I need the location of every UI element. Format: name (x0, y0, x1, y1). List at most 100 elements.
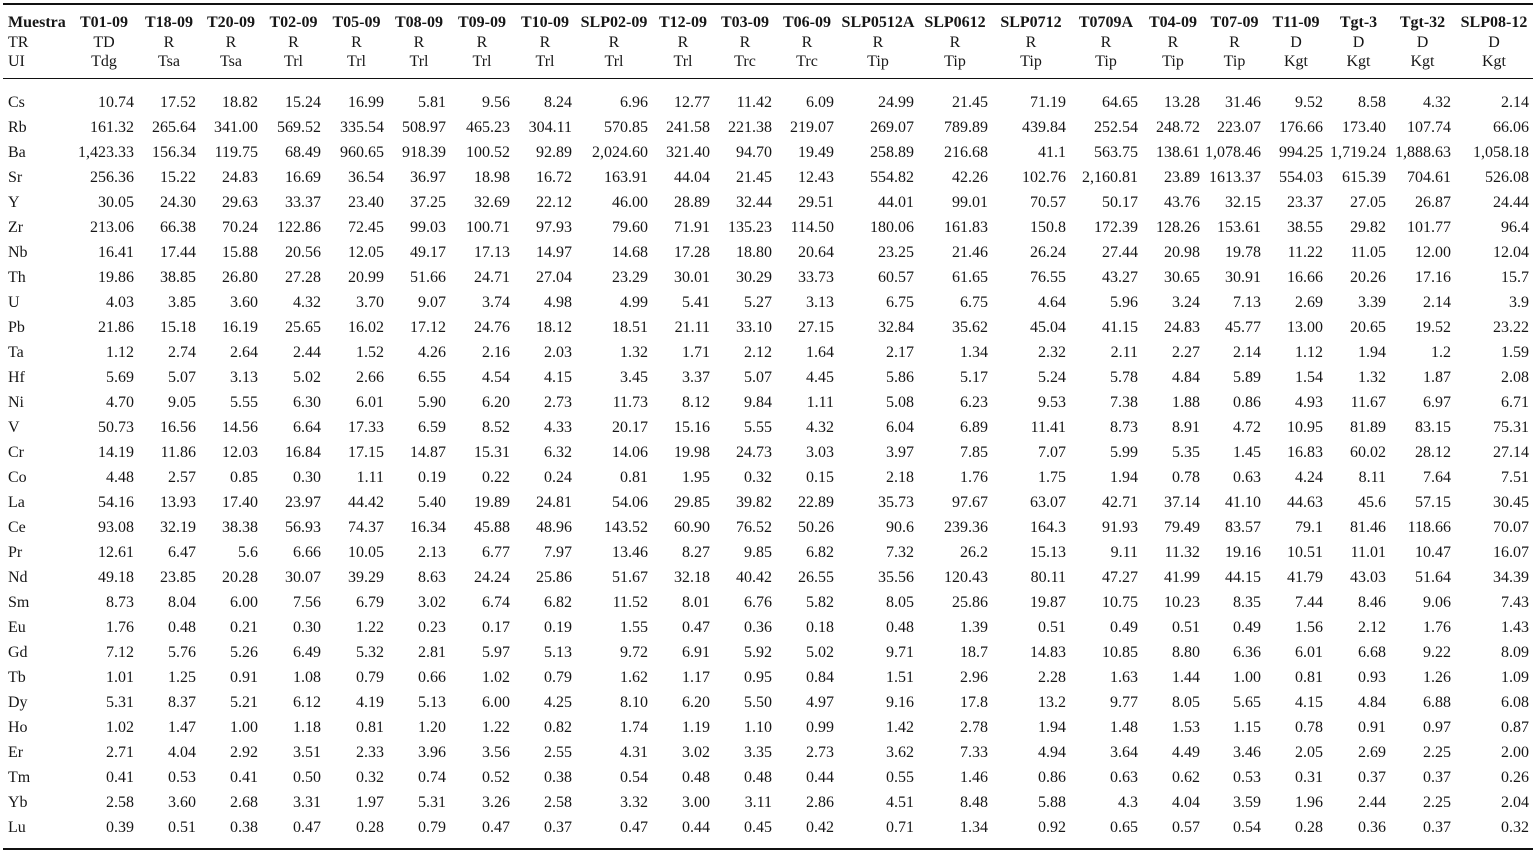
value-cell: 11.01 (1350, 543, 1386, 561)
value-cell: 5.55 (744, 418, 772, 436)
value-cell: 1.97 (356, 793, 384, 811)
value-cell: 0.32 (356, 768, 384, 786)
value-cell: 5.31 (106, 693, 134, 711)
value-cell: 25.86 (952, 593, 988, 611)
value-cell: 51.66 (410, 268, 446, 286)
value-cell: 0.19 (544, 618, 572, 636)
value-cell: 3.45 (620, 368, 648, 386)
value-cell: 48.96 (536, 518, 572, 536)
header-cell: T11-09 (1265, 3, 1327, 33)
value-cell: 0.45 (714, 815, 776, 850)
value-cell: 0.91 (1358, 718, 1386, 736)
value-cell: 8.46 (1358, 593, 1386, 611)
value-cell: 11.67 (1350, 393, 1386, 411)
value-cell: 76.55 (1030, 268, 1066, 286)
value-cell: 4.54 (482, 368, 510, 386)
value-cell: 1.22 (482, 718, 510, 736)
value-cell: 4.04 (1172, 793, 1200, 811)
value-cell: 6.00 (482, 693, 510, 711)
value-cell: 12.00 (1415, 243, 1451, 261)
value-cell: 38.38 (222, 518, 258, 536)
header-cell: T04-09 (1142, 3, 1204, 33)
value-cell: 27.15 (798, 318, 834, 336)
value-cell: 9.11 (1110, 543, 1138, 561)
value-cell: 14.56 (222, 418, 258, 436)
value-cell: 6.71 (1501, 393, 1529, 411)
value-cell: 6.75 (886, 293, 914, 311)
value-cell: 97.67 (952, 493, 988, 511)
value-cell: 1.74 (620, 718, 648, 736)
header-cell: Tip (838, 53, 918, 79)
value-cell: 3.51 (293, 743, 321, 761)
value-cell: 20.26 (1350, 268, 1386, 286)
value-cell: 7.12 (106, 643, 134, 661)
header-cell: SLP02-09 (576, 3, 652, 33)
value-cell: 34.39 (1493, 568, 1529, 586)
value-cell: 7.85 (960, 443, 988, 461)
value-cell: 8.12 (682, 393, 710, 411)
header-cell: R (163, 34, 175, 51)
value-cell: 23.25 (878, 243, 914, 261)
value-cell: 79.60 (612, 218, 648, 236)
value-cell: 7.97 (544, 543, 572, 561)
value-cell: 6.68 (1358, 643, 1386, 661)
data-row: Er 2.71 4.04 2.92 3.51 2.33 3.96 3.56 2.55 4.31 3.… (3, 740, 1533, 765)
value-cell: 0.55 (886, 768, 914, 786)
value-cell: 24.83 (1164, 318, 1200, 336)
value-cell: 16.99 (348, 94, 384, 111)
header-cell: T06-09 (776, 3, 838, 33)
value-cell: 2,024.60 (592, 143, 648, 161)
header-cell: Tgt-3 (1327, 3, 1390, 33)
value-cell: 50.26 (798, 518, 834, 536)
value-cell: 0.91 (230, 668, 258, 686)
data-row: Hf 5.69 5.07 3.13 5.02 2.66 6.55 4.54 4.15 3.45 3.… (3, 365, 1533, 390)
value-cell: 2.00 (1501, 743, 1529, 761)
value-cell: 2.27 (1172, 343, 1200, 361)
value-cell: 5.96 (1110, 293, 1138, 311)
value-cell: 4.72 (1233, 418, 1261, 436)
value-cell: 6.20 (482, 393, 510, 411)
value-cell: 0.93 (1358, 668, 1386, 686)
value-cell: 46.00 (612, 193, 648, 211)
value-cell: 1.88 (1172, 393, 1200, 411)
value-cell: 439.84 (1022, 118, 1066, 136)
value-cell: 7.64 (1423, 468, 1451, 486)
value-cell: 80.11 (1030, 568, 1066, 586)
value-cell: 6.01 (356, 393, 384, 411)
value-cell: 10.85 (1102, 643, 1138, 661)
value-cell: 3.62 (886, 743, 914, 761)
value-cell: 3.37 (682, 368, 710, 386)
value-cell: 17.16 (1415, 268, 1451, 286)
header-cell: Trl (576, 53, 652, 79)
element-label: Ta (8, 343, 24, 361)
value-cell: 64.65 (1102, 94, 1138, 111)
value-cell: 7.32 (886, 543, 914, 561)
header-cell: Trl (325, 53, 388, 79)
value-cell: 2.58 (544, 793, 572, 811)
value-cell: 60.02 (1350, 443, 1386, 461)
value-cell: 0.28 (1265, 815, 1327, 850)
header-cell: R (677, 34, 689, 51)
value-cell: 172.39 (1094, 218, 1138, 236)
value-cell: 24.30 (160, 193, 196, 211)
value-cell: 1.87 (1423, 368, 1451, 386)
value-cell: 508.97 (402, 118, 446, 136)
value-cell: 8.27 (682, 543, 710, 561)
value-cell: 44.63 (1287, 493, 1323, 511)
value-cell: 119.75 (214, 143, 258, 161)
value-cell: 5.76 (168, 643, 196, 661)
value-cell: 35.56 (878, 568, 914, 586)
value-cell: 0.32 (1455, 815, 1533, 850)
value-cell: 13.00 (1287, 318, 1323, 336)
data-row: Tb 1.01 1.25 0.91 1.08 0.79 0.66 1.02 0.79 1.62 1.… (3, 665, 1533, 690)
header-cell: SLP08-12 (1455, 3, 1533, 33)
data-row: Gd 7.12 5.76 5.26 6.49 5.32 2.81 5.97 5.13 9.72 6.… (3, 640, 1533, 665)
value-cell: 19.16 (1225, 543, 1261, 561)
value-cell: 3.03 (806, 443, 834, 461)
value-cell: 0.24 (544, 468, 572, 486)
header-cell: T03-09 (714, 3, 776, 33)
value-cell: 1.96 (1295, 793, 1323, 811)
value-cell: 1.22 (356, 618, 384, 636)
value-cell: 24.99 (878, 94, 914, 111)
value-cell: 43.03 (1350, 568, 1386, 586)
